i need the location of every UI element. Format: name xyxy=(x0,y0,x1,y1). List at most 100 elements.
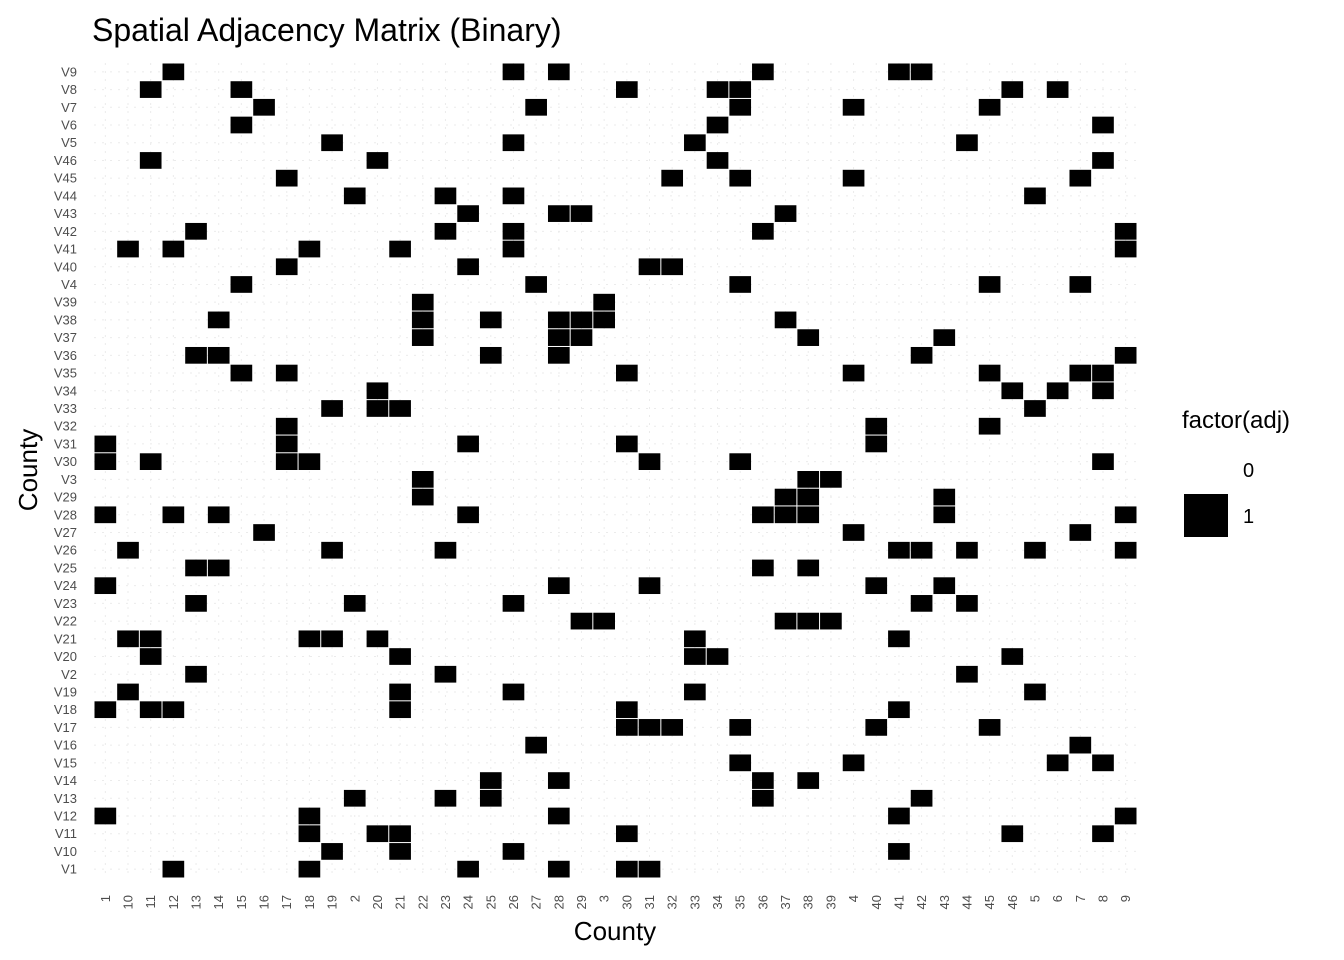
heatmap-cell-V31-1 xyxy=(94,435,117,453)
x-tick-label: 13 xyxy=(189,895,204,909)
heatmap-cell-V17-35 xyxy=(729,719,752,736)
heatmap-cell-V15-6 xyxy=(1046,754,1069,772)
y-tick-label: V4 xyxy=(61,277,77,292)
heatmap-cell-V42-13 xyxy=(185,222,207,240)
heatmap-cell-V1-12 xyxy=(162,860,185,878)
x-tick-label: 36 xyxy=(755,895,770,909)
heatmap-cell-V35-45 xyxy=(978,364,1001,382)
heatmap-cell-V8-15 xyxy=(230,81,253,98)
heatmap-cell-V8-11 xyxy=(139,81,162,98)
heatmap-cell-V4-27 xyxy=(525,276,547,293)
heatmap-cell-V2-44 xyxy=(956,665,978,683)
y-tick-label: V12 xyxy=(54,808,77,823)
y-axis-ticks: V1 V10 V11 V12 V13 V14 V15 V16 V17 V18 V19 V2 V20 V21… xyxy=(54,64,77,876)
heatmap-cell-V7-27 xyxy=(525,98,547,116)
y-tick-label: V7 xyxy=(61,100,77,115)
heatmap-cell-V21-41 xyxy=(888,630,910,648)
heatmap-cell-V41-9 xyxy=(1114,240,1137,258)
y-tick-label: V8 xyxy=(61,82,77,97)
x-tick-label: 17 xyxy=(279,895,294,909)
grid xyxy=(94,63,1137,878)
heatmap-cell-V33-5 xyxy=(1024,400,1046,417)
y-tick-label: V6 xyxy=(61,118,77,133)
heatmap-cell-V43-29 xyxy=(570,205,593,222)
heatmap-cell-V21-20 xyxy=(366,630,389,648)
heatmap-cell-V35-7 xyxy=(1069,364,1092,382)
x-tick-label: 26 xyxy=(506,895,521,909)
heatmap-cell-V28-37 xyxy=(774,506,797,524)
heatmap-cell-V9-36 xyxy=(752,63,774,81)
y-tick-label: V16 xyxy=(54,738,77,753)
y-tick-label: V13 xyxy=(54,791,77,806)
heatmap-cell-V29-22 xyxy=(411,488,434,506)
y-tick-label: V10 xyxy=(54,844,77,859)
y-tick-label: V33 xyxy=(54,401,77,416)
legend-title: factor(adj) xyxy=(1182,407,1290,434)
heatmap-cell-V16-27 xyxy=(525,736,547,754)
heatmap-cell-V45-17 xyxy=(275,169,298,187)
x-axis-title: County xyxy=(574,916,656,946)
heatmap-cell-V1-31 xyxy=(638,860,661,878)
heatmap-cell-V17-32 xyxy=(661,719,684,736)
heatmap-cell-V9-26 xyxy=(502,63,525,81)
heatmap-cells xyxy=(94,63,1137,878)
y-tick-label: V18 xyxy=(54,702,77,717)
y-tick-label: V24 xyxy=(54,578,77,593)
y-tick-label: V46 xyxy=(54,153,77,168)
y-tick-label: V28 xyxy=(54,507,77,522)
heatmap-cell-V43-24 xyxy=(457,205,479,222)
x-tick-label: 32 xyxy=(665,895,680,909)
heatmap-cell-V33-19 xyxy=(321,400,343,417)
heatmap-cell-V42-23 xyxy=(434,222,457,240)
heatmap-cell-V30-31 xyxy=(638,453,661,470)
x-tick-label: 27 xyxy=(529,895,544,909)
heatmap-cell-V24-40 xyxy=(865,577,888,595)
heatmap-cell-V37-38 xyxy=(797,329,820,346)
heatmap-cell-V4-45 xyxy=(978,276,1001,293)
heatmap-cell-V22-37 xyxy=(774,612,797,630)
heatmap-cell-V31-24 xyxy=(457,435,479,453)
heatmap-cell-V40-17 xyxy=(275,258,298,276)
heatmap-cell-V19-5 xyxy=(1024,683,1046,701)
x-tick-label: 10 xyxy=(121,895,136,909)
heatmap-cell-V38-37 xyxy=(774,311,797,329)
heatmap-cell-V26-9 xyxy=(1114,541,1137,559)
heatmap-cell-V39-3 xyxy=(593,293,615,311)
heatmap-cell-V6-15 xyxy=(230,116,253,134)
heatmap-cell-V1-30 xyxy=(616,860,638,878)
x-tick-label: 12 xyxy=(166,895,181,909)
heatmap-cell-V11-8 xyxy=(1092,825,1114,843)
heatmap-cell-V22-39 xyxy=(820,612,842,630)
heatmap-cell-V24-1 xyxy=(94,577,117,595)
heatmap-cell-V23-44 xyxy=(956,595,978,612)
heatmap-cell-V8-34 xyxy=(706,81,729,98)
heatmap-cell-V1-18 xyxy=(298,860,321,878)
x-tick-label: 34 xyxy=(710,895,725,909)
heatmap-cell-V44-23 xyxy=(434,187,457,205)
heatmap-cell-V24-43 xyxy=(933,577,956,595)
heatmap-cell-V8-35 xyxy=(729,81,752,98)
heatmap-cell-V34-20 xyxy=(366,382,389,400)
heatmap-cell-V15-8 xyxy=(1092,754,1114,772)
x-tick-label: 39 xyxy=(823,895,838,909)
heatmap-cell-V9-42 xyxy=(910,63,933,81)
heatmap-cell-V30-8 xyxy=(1092,453,1114,470)
x-tick-label: 31 xyxy=(642,895,657,909)
heatmap-cell-V5-33 xyxy=(684,134,706,152)
heatmap-cell-V46-8 xyxy=(1092,152,1114,169)
heatmap-cell-V43-28 xyxy=(547,205,570,222)
x-tick-label: 18 xyxy=(302,895,317,909)
heatmap-cell-V18-30 xyxy=(616,701,638,719)
y-tick-label: V11 xyxy=(55,826,77,841)
heatmap-cell-V38-22 xyxy=(411,311,434,329)
heatmap-cell-V24-28 xyxy=(547,577,570,595)
heatmap-cell-V45-32 xyxy=(661,169,684,187)
heatmap-cell-V46-34 xyxy=(706,152,729,169)
x-tick-label: 14 xyxy=(211,895,226,909)
heatmap-cell-V22-29 xyxy=(570,612,593,630)
x-tick-label: 22 xyxy=(415,895,430,909)
heatmap-cell-V28-43 xyxy=(933,506,956,524)
heatmap-cell-V9-12 xyxy=(162,63,185,81)
y-tick-label: V41 xyxy=(54,242,77,257)
y-tick-label: V35 xyxy=(54,366,77,381)
